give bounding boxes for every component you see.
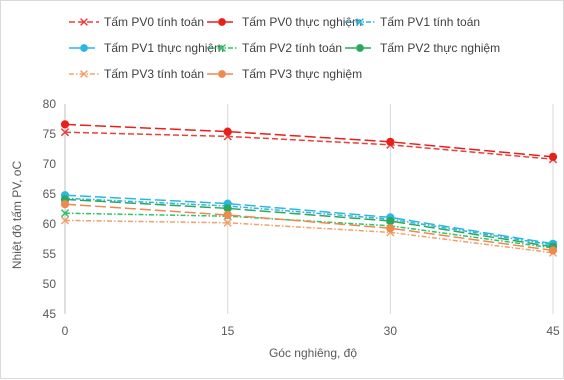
legend-item: Tấm PV1 thực nghiệm	[69, 41, 224, 55]
series-line	[64, 219, 554, 254]
axis-layer: 45 50 55 60 65 70 75 80 0 15 30 45	[43, 97, 560, 338]
series-4	[60, 191, 558, 248]
legend-label: Tấm PV2 thực nghiệm	[380, 41, 500, 55]
legend: Tấm PV0 tính toán Tấm PV0 thực nghiệm Tấm …	[69, 15, 500, 81]
series-1	[60, 128, 558, 164]
legend-label: Tấm PV2 tính toán	[242, 41, 342, 55]
data-point-circle	[60, 120, 70, 129]
legend-label: Tấm PV0 tính toán	[104, 15, 204, 29]
y-tick-label: 50	[43, 277, 57, 291]
legend-item: Tấm PV1 tính toán	[345, 15, 480, 29]
y-tick-label: 65	[43, 187, 57, 201]
legend-circle-marker	[218, 70, 226, 78]
y-tick-label: 60	[43, 217, 57, 231]
legend-x-marker	[80, 18, 88, 26]
legend-label: Tấm PV3 thực nghiệm	[242, 67, 362, 81]
grid-layer	[227, 104, 554, 314]
y-tick-label: 75	[43, 127, 57, 141]
y-tick-label: 55	[43, 247, 57, 261]
legend-label: Tấm PV3 tính toán	[104, 67, 204, 81]
legend-x-marker	[218, 44, 226, 52]
series-line	[64, 197, 554, 246]
legend-x-marker	[80, 70, 88, 78]
y-tick-label: 80	[43, 97, 57, 111]
x-axis-title: Góc nghiêng, độ	[269, 346, 357, 360]
x-tick-label: 30	[384, 324, 398, 338]
series-line	[64, 123, 554, 158]
x-tick-label: 15	[221, 324, 235, 338]
x-tick-label: 45	[546, 324, 560, 338]
legend-item: Tấm PV3 tính toán	[69, 67, 204, 81]
data-point-circle	[548, 246, 558, 255]
data-point-circle	[60, 200, 70, 209]
legend-x-marker	[356, 18, 364, 26]
y-tick-label: 70	[43, 157, 57, 171]
series-line	[64, 203, 554, 252]
series-layer	[60, 120, 558, 257]
series-2	[60, 120, 558, 161]
series-line	[64, 131, 554, 160]
data-point-x	[60, 216, 70, 225]
series-line	[64, 194, 554, 245]
y-tick-label: 45	[43, 307, 57, 321]
series-line	[64, 212, 554, 249]
data-point-circle	[548, 152, 558, 161]
series-6	[60, 195, 558, 251]
data-point-circle	[386, 137, 395, 146]
legend-circle-marker	[218, 18, 226, 26]
legend-item: Tấm PV0 thực nghiệm	[207, 15, 362, 29]
legend-item: Tấm PV0 tính toán	[69, 15, 204, 29]
data-point-circle	[386, 216, 395, 226]
series-7	[60, 216, 558, 257]
legend-label: Tấm PV1 tính toán	[380, 15, 480, 29]
legend-item: Tấm PV3 thực nghiệm	[207, 67, 362, 81]
series-5	[60, 209, 558, 253]
legend-circle-marker	[356, 44, 364, 52]
data-point-circle	[386, 224, 395, 233]
legend-item: Tấm PV2 thực nghiệm	[345, 41, 500, 55]
data-point-circle	[223, 127, 232, 136]
series-line	[64, 198, 554, 248]
legend-label: Tấm PV0 thực nghiệm	[242, 15, 362, 29]
legend-circle-marker	[80, 44, 88, 52]
data-point-x	[223, 218, 232, 227]
series-8	[60, 200, 558, 255]
legend-item: Tấm PV2 tính toán	[207, 41, 342, 55]
data-point-x	[60, 128, 70, 137]
data-point-circle	[223, 210, 232, 220]
legend-label: Tấm PV1 thực nghiệm	[104, 41, 224, 55]
x-tick-label: 0	[62, 324, 69, 338]
data-point-x	[60, 209, 70, 218]
y-axis-title: Nhiệt độ tấm PV, oC	[10, 161, 24, 270]
